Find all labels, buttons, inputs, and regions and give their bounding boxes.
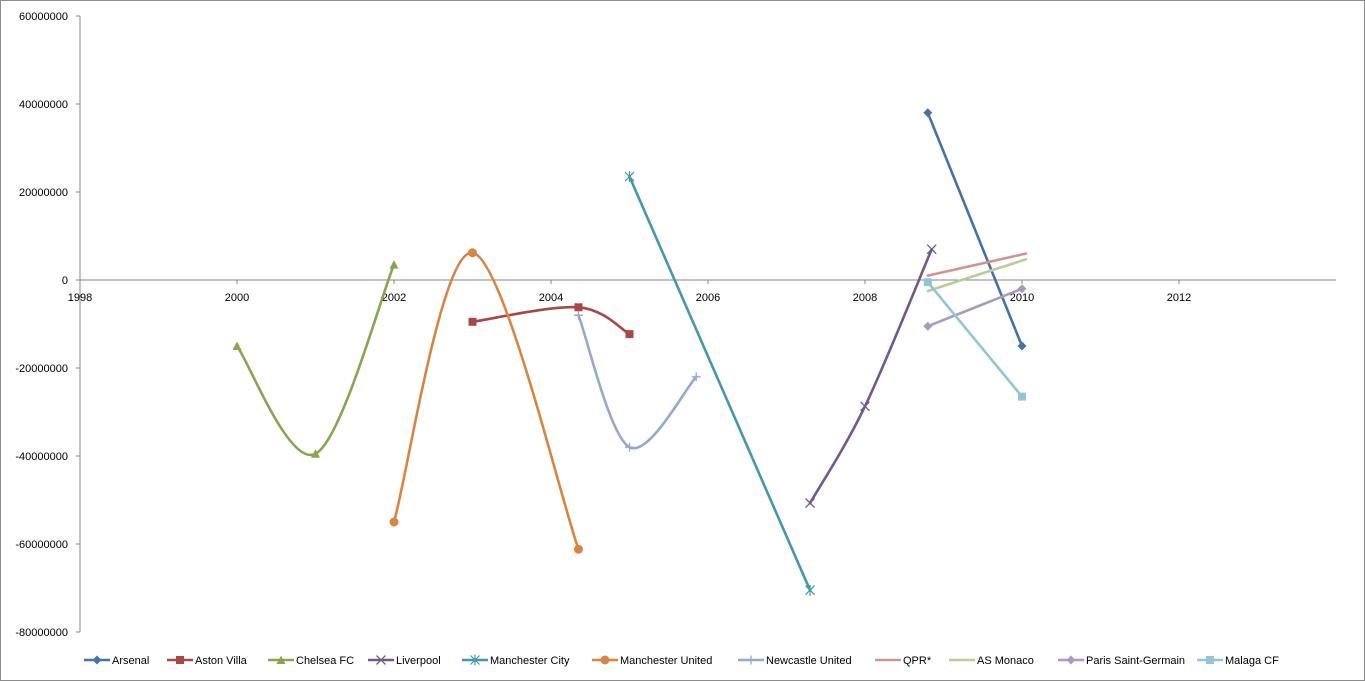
series-qpr (926, 252, 1028, 277)
data-point-liverpool (805, 498, 816, 509)
legend-swatch-marker (276, 655, 286, 664)
series-line-malaga-cf (926, 280, 1024, 398)
legend-swatch-marker (746, 655, 756, 665)
series-newcastle-united (573, 310, 701, 452)
legend-item-manchester-united: Manchester United (592, 655, 712, 667)
legend-label: Liverpool (396, 655, 441, 667)
x-tick-label: 2012 (1167, 292, 1191, 304)
y-tick-label: -60000000 (15, 539, 68, 551)
legend-swatch-marker (470, 654, 480, 666)
y-tick-label: 60000000 (19, 11, 68, 23)
legend-label: QPR* (903, 655, 932, 667)
legend-swatch-marker (1066, 655, 1076, 665)
legend-item-paris-saint-germain: Paris Saint-Germain (1058, 655, 1185, 667)
legend-label: Arsenal (112, 655, 149, 667)
data-point-manchester-city (624, 171, 635, 183)
legend-swatch-marker (92, 655, 102, 665)
legend-label: Manchester City (490, 655, 570, 667)
legend-item-manchester-city: Manchester City (462, 654, 570, 667)
y-tick-label: 20000000 (19, 187, 68, 199)
x-tick-label: 2000 (225, 292, 249, 304)
legend-swatch-marker (176, 656, 184, 664)
data-point-manchester-united (468, 248, 477, 258)
legend-item-liverpool: Liverpool (368, 655, 441, 667)
y-axis-ticks: 60000000 40000000 20000000 0 -20000000 -40000… (15, 11, 80, 639)
legend-swatch-marker (600, 655, 610, 665)
x-axis-ticks: 1998 2000 2002 2004 2006 2008 2010 2012 (68, 280, 1191, 304)
data-point-manchester-united (389, 517, 399, 527)
y-tick-label: -20000000 (15, 363, 68, 375)
series-line-chelsea-fc (235, 263, 396, 457)
data-point-chelsea-fc (232, 341, 242, 350)
series-line-aston-villa (471, 305, 631, 336)
data-point-chelsea-fc (389, 260, 399, 269)
data-point-newcastle-united (625, 442, 634, 452)
legend-label: Chelsea FC (296, 655, 354, 667)
legend-label: Paris Saint-Germain (1086, 655, 1185, 667)
data-point-chelsea-fc (311, 449, 320, 458)
series-manchester-united (389, 248, 583, 554)
x-tick-label: 2008 (853, 292, 877, 304)
series-group (232, 108, 1028, 596)
series-malaga-cf (923, 278, 1026, 401)
series-liverpool (805, 244, 937, 509)
y-tick-label: -40000000 (15, 451, 68, 463)
legend-label: Newcastle United (766, 655, 852, 667)
legend-label: AS Monaco (977, 655, 1034, 667)
data-point-aston-villa (574, 303, 583, 312)
data-point-liverpool (860, 401, 870, 412)
data-point-manchester-united (573, 544, 583, 554)
data-point-newcastle-united (691, 372, 701, 382)
y-tick-label: -80000000 (15, 627, 68, 639)
series-line-newcastle-united (577, 313, 698, 450)
series-manchester-city (624, 171, 815, 596)
series-line-qpr (926, 252, 1028, 277)
legend: Arsenal Aston Villa Chelsea FC Liverpool Man… (84, 654, 1279, 667)
legend-swatch-marker (1206, 656, 1214, 664)
legend-item-arsenal: Arsenal (84, 655, 149, 667)
legend-label: Aston Villa (195, 655, 248, 667)
data-point-arsenal (923, 108, 933, 118)
legend-item-qpr: QPR* (875, 655, 932, 667)
y-tick-label: 0 (62, 275, 68, 287)
x-tick-label: 2002 (382, 292, 406, 304)
series-paris-saint-germain (923, 284, 1027, 331)
series-aston-villa (468, 303, 634, 339)
x-tick-label: 1998 (68, 292, 92, 304)
series-line-paris-saint-germain (926, 287, 1024, 328)
data-point-paris-saint-germain (923, 321, 933, 331)
series-line-arsenal (926, 111, 1024, 348)
legend-item-malaga-cf: Malaga CF (1197, 655, 1279, 667)
legend-swatch-marker (376, 655, 386, 665)
data-point-malaga-cf (1018, 392, 1026, 401)
legend-item-as-monaco: AS Monaco (949, 655, 1034, 667)
data-point-arsenal (1017, 341, 1027, 351)
data-point-aston-villa (468, 317, 477, 326)
series-line-manchester-city (628, 175, 812, 592)
x-tick-label: 2006 (696, 292, 720, 304)
data-point-aston-villa (625, 330, 634, 339)
data-point-malaga-cf (923, 278, 932, 287)
legend-item-chelsea-fc: Chelsea FC (268, 655, 354, 667)
y-tick-label: 40000000 (19, 99, 68, 111)
series-arsenal (923, 108, 1027, 351)
legend-label: Malaga CF (1225, 655, 1279, 667)
data-point-manchester-city (805, 584, 815, 596)
data-point-newcastle-united (573, 310, 583, 320)
data-point-liverpool (926, 244, 937, 255)
x-tick-label: 2004 (539, 292, 563, 304)
series-chelsea-fc (232, 260, 399, 458)
data-point-paris-saint-germain (1017, 284, 1027, 294)
x-tick-label: 2010 (1010, 292, 1034, 304)
legend-item-newcastle-united: Newcastle United (738, 655, 852, 667)
series-line-liverpool (808, 247, 934, 505)
legend-item-aston-villa: Aston Villa (167, 655, 248, 667)
legend-label: Manchester United (620, 655, 712, 667)
